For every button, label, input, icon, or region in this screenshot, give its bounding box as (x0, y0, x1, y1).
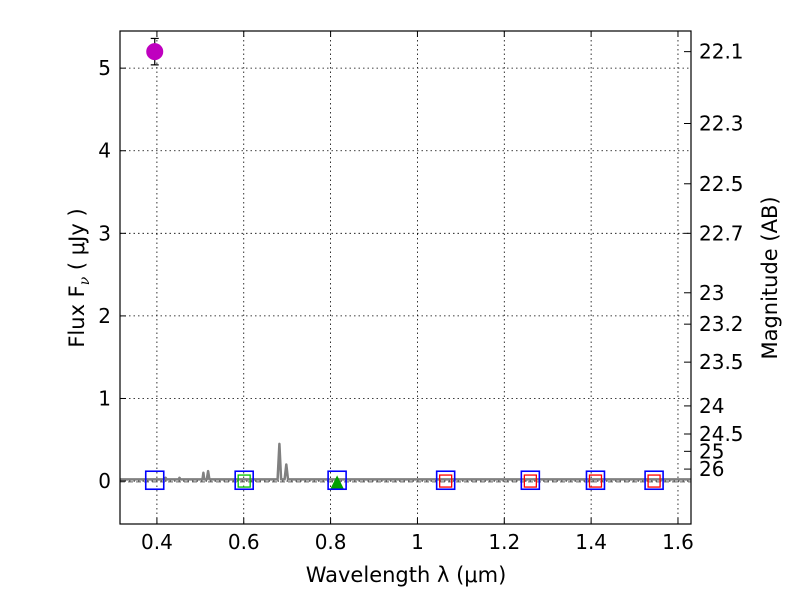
x-tick-label: 1.2 (488, 530, 520, 554)
upper-limit-marker (647, 474, 661, 488)
y-tick-label: 4 (98, 139, 111, 163)
model-photometry-marker (327, 470, 347, 491)
y-tick-label: 5 (98, 56, 111, 80)
y2-tick-label: 24.5 (699, 422, 744, 446)
y2-axis-label: Magnitude (AB) (758, 196, 782, 359)
detection-point (146, 43, 164, 61)
x-tick-label: 0.6 (228, 530, 260, 554)
y2-tick-label: 25 (699, 439, 724, 463)
y2-tick-label: 23 (699, 281, 724, 305)
y2-tick-label: 23.5 (699, 350, 744, 374)
upper-limit-marker (237, 474, 251, 488)
x-tick-label: 1.4 (575, 530, 607, 554)
model-photometry-marker (585, 470, 606, 491)
y2-tick-label: 22.3 (699, 111, 744, 135)
y-tick-label: 1 (98, 386, 111, 410)
upper-limit-marker (439, 474, 453, 488)
model-photometry-marker (520, 470, 541, 491)
grid-lines (120, 31, 691, 524)
plot-content (120, 37, 691, 491)
model-spectrum-line (120, 442, 691, 481)
y2-tick-label: 22.7 (699, 221, 744, 245)
y-tick-labels: 0 1 2 3 4 5 (98, 56, 111, 493)
y-axis-label-units: ( μJy ) (65, 208, 89, 276)
y-axis-label-main: Flux F (65, 285, 89, 347)
tick-marks (120, 31, 691, 524)
y2-tick-label: 26 (699, 457, 724, 481)
y-tick-label: 3 (98, 221, 111, 245)
y-axis-label: Flux Fν ( μJy ) (65, 208, 93, 347)
y2-tick-label: 23.2 (699, 312, 744, 336)
model-photometry-marker (644, 470, 664, 491)
x-tick-labels: 0.4 0.6 0.8 1 1.2 1.4 1.6 (141, 530, 694, 554)
y-axis-label-subscript: ν (77, 276, 93, 285)
x-tick-label: 1 (411, 530, 424, 554)
plot-frame (119, 30, 692, 525)
model-photometry-marker (435, 470, 456, 491)
y-tick-label: 2 (98, 304, 111, 328)
y2-tick-label: 24 (699, 394, 724, 418)
x-tick-label: 0.4 (141, 530, 173, 554)
x-tick-label: 1.6 (662, 530, 694, 554)
x-tick-label: 0.8 (315, 530, 347, 554)
upper-limit-marker (523, 474, 537, 488)
y-tick-label: 0 (98, 469, 111, 493)
upper-limit-marker (588, 474, 603, 488)
x-axis-label: Wavelength λ (μm) (306, 563, 507, 587)
y2-tick-label: 22.1 (699, 40, 744, 64)
model-photometry-marker (144, 470, 165, 491)
y2-tick-label: 22.5 (699, 172, 744, 196)
model-photometry-marker (234, 470, 254, 491)
